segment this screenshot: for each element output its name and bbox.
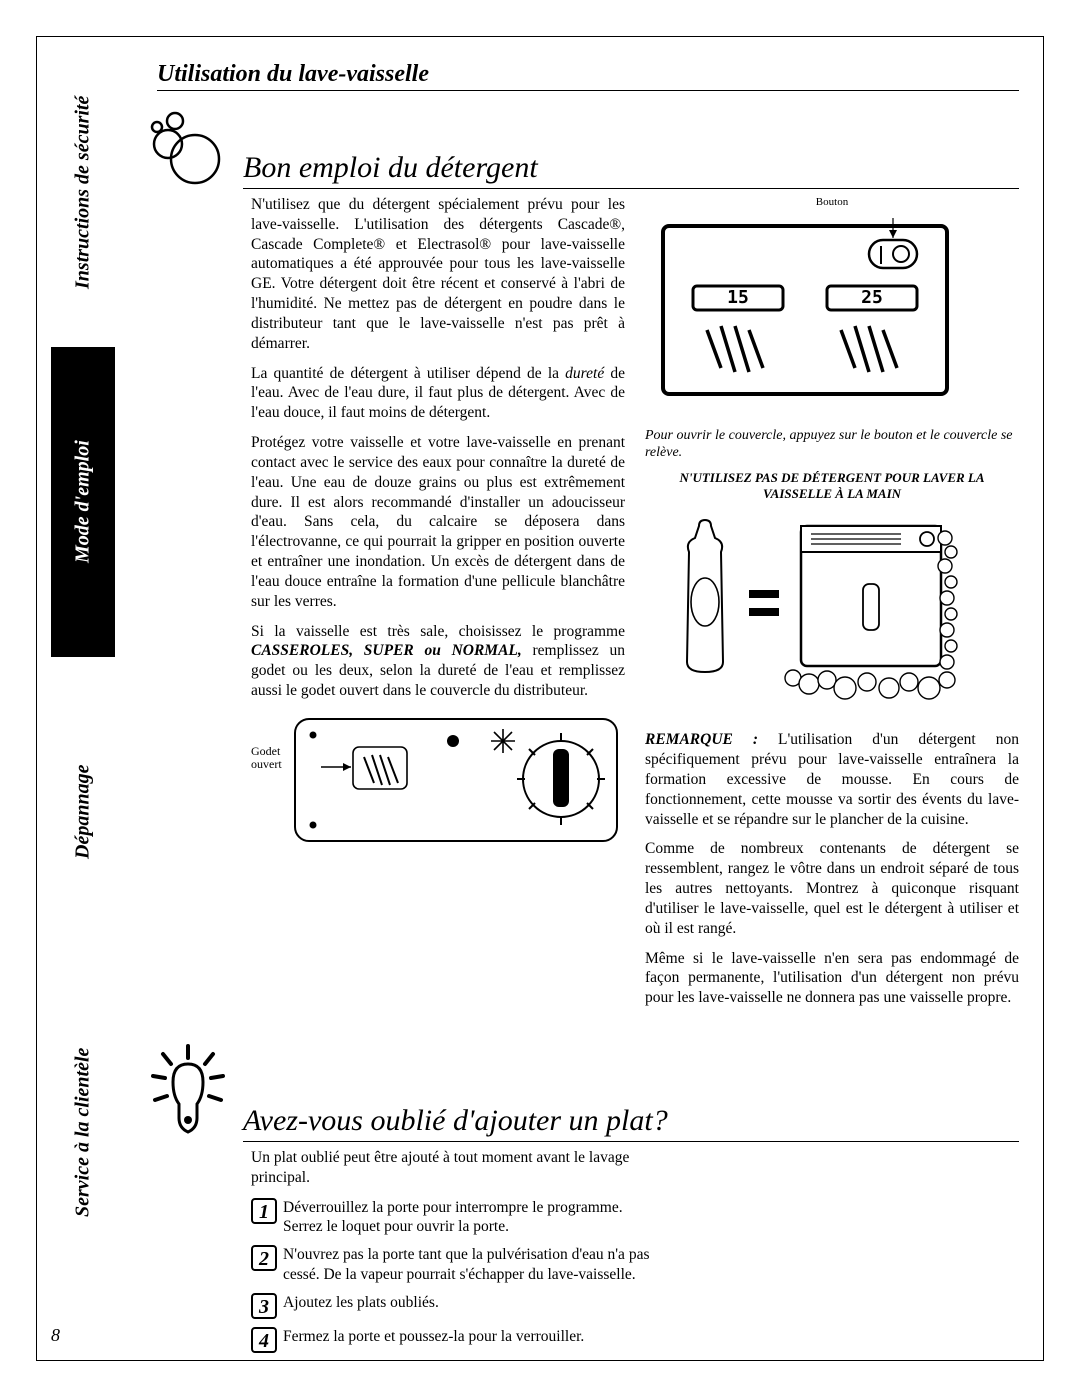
- section2-body: Un plat oublié peut être ajouté à tout m…: [251, 1148, 651, 1353]
- svg-text:2: 2: [258, 1248, 269, 1270]
- page-number: 8: [51, 1325, 60, 1346]
- content-area: Utilisation du lave-vaisselle Bon emploi…: [133, 61, 1019, 1336]
- section1-title-wrap: Bon emploi du détergent: [243, 151, 1019, 189]
- page-frame: Instructions de sécurité Mode d'emploi D…: [36, 36, 1044, 1361]
- dish-soap-warning: N'UTILISEZ PAS DE DÉTERGENT POUR LAVER L…: [645, 470, 1019, 503]
- tab-operating: Mode d'emploi: [51, 347, 115, 657]
- fig-dial-row: Godet ouvert: [251, 711, 625, 851]
- step-3: 3 Ajoutez les plats oubliés.: [251, 1293, 651, 1319]
- s2-intro: Un plat oublié peut être ajouté à tout m…: [251, 1148, 651, 1188]
- section1-cols: N'utilisez que du détergent spécialement…: [251, 195, 1019, 1018]
- tab-service: Service à la clientèle: [51, 967, 115, 1297]
- step-3-icon: 3: [251, 1293, 277, 1319]
- dispenser-caption: Pour ouvrir le couvercle, appuyez sur le…: [645, 427, 1019, 462]
- svg-text:15: 15: [727, 287, 749, 308]
- lightbulb-idea-icon: [133, 1042, 243, 1142]
- step-3-text: Ajoutez les plats oubliés.: [283, 1293, 439, 1319]
- svg-text:1: 1: [259, 1201, 269, 1223]
- breadcrumb: Utilisation du lave-vaisselle: [157, 61, 1019, 91]
- fig-dial: [291, 711, 621, 851]
- step-2: 2 N'ouvrez pas la porte tant que la pulv…: [251, 1245, 651, 1285]
- tab-label: Dépannage: [72, 765, 95, 859]
- svg-text:25: 25: [861, 287, 883, 308]
- svg-text:4: 4: [258, 1330, 269, 1352]
- step-4-text: Fermez la porte et poussez-la pour la ve…: [283, 1327, 584, 1353]
- fig-bottle-dishwasher: [645, 512, 965, 712]
- section1-head: Bon emploi du détergent: [133, 109, 1019, 189]
- s1-p3: Protégez votre vaisselle et votre lave-v…: [251, 433, 625, 611]
- step-2-text: N'ouvrez pas la porte tant que la pulvér…: [283, 1245, 651, 1285]
- s1-p5: REMARQUE : L'utilisation d'un détergent …: [645, 730, 1019, 829]
- bubbles-icon: [133, 109, 243, 189]
- section2-head: Avez-vous oublié d'ajouter un plat?: [133, 1042, 1019, 1142]
- step-1-icon: 1: [251, 1198, 277, 1224]
- step-4-icon: 4: [251, 1327, 277, 1353]
- s1-p1: N'utilisez que du détergent spécialement…: [251, 195, 625, 354]
- section2-title: Avez-vous oublié d'ajouter un plat?: [243, 1104, 1019, 1138]
- s1-p7: Même si le lave-vaisselle n'en sera pas …: [645, 949, 1019, 1008]
- svg-text:3: 3: [258, 1296, 269, 1318]
- tab-label: Service à la clientèle: [72, 1047, 95, 1216]
- sidebar: Instructions de sécurité Mode d'emploi D…: [51, 37, 115, 1360]
- step-1: 1 Déverrouillez la porte pour interrompr…: [251, 1198, 651, 1238]
- tab-label: Mode d'emploi: [72, 441, 95, 564]
- s1-p6: Comme de nombreux contenants de détergen…: [645, 839, 1019, 938]
- tab-label: Instructions de sécurité: [72, 95, 95, 288]
- section2-title-wrap: Avez-vous oublié d'ajouter un plat?: [243, 1104, 1019, 1142]
- section1-right: Bouton 15 25: [645, 195, 1019, 1018]
- step-2-icon: 2: [251, 1245, 277, 1271]
- tab-safety: Instructions de sécurité: [51, 37, 115, 347]
- step-4: 4 Fermez la porte et poussez-la pour la …: [251, 1327, 651, 1353]
- tab-troubleshoot: Dépannage: [51, 657, 115, 967]
- s1-p2: La quantité de détergent à utiliser dépe…: [251, 364, 625, 423]
- step-1-text: Déverrouillez la porte pour interrompre …: [283, 1198, 651, 1238]
- fig-dispenser: 15 25: [645, 207, 965, 407]
- s1-p4: Si la vaisselle est très sale, choisisse…: [251, 622, 625, 701]
- section1-title: Bon emploi du détergent: [243, 151, 1019, 185]
- section1-left: N'utilisez que du détergent spécialement…: [251, 195, 625, 1018]
- godet-label: Godet ouvert: [251, 711, 291, 771]
